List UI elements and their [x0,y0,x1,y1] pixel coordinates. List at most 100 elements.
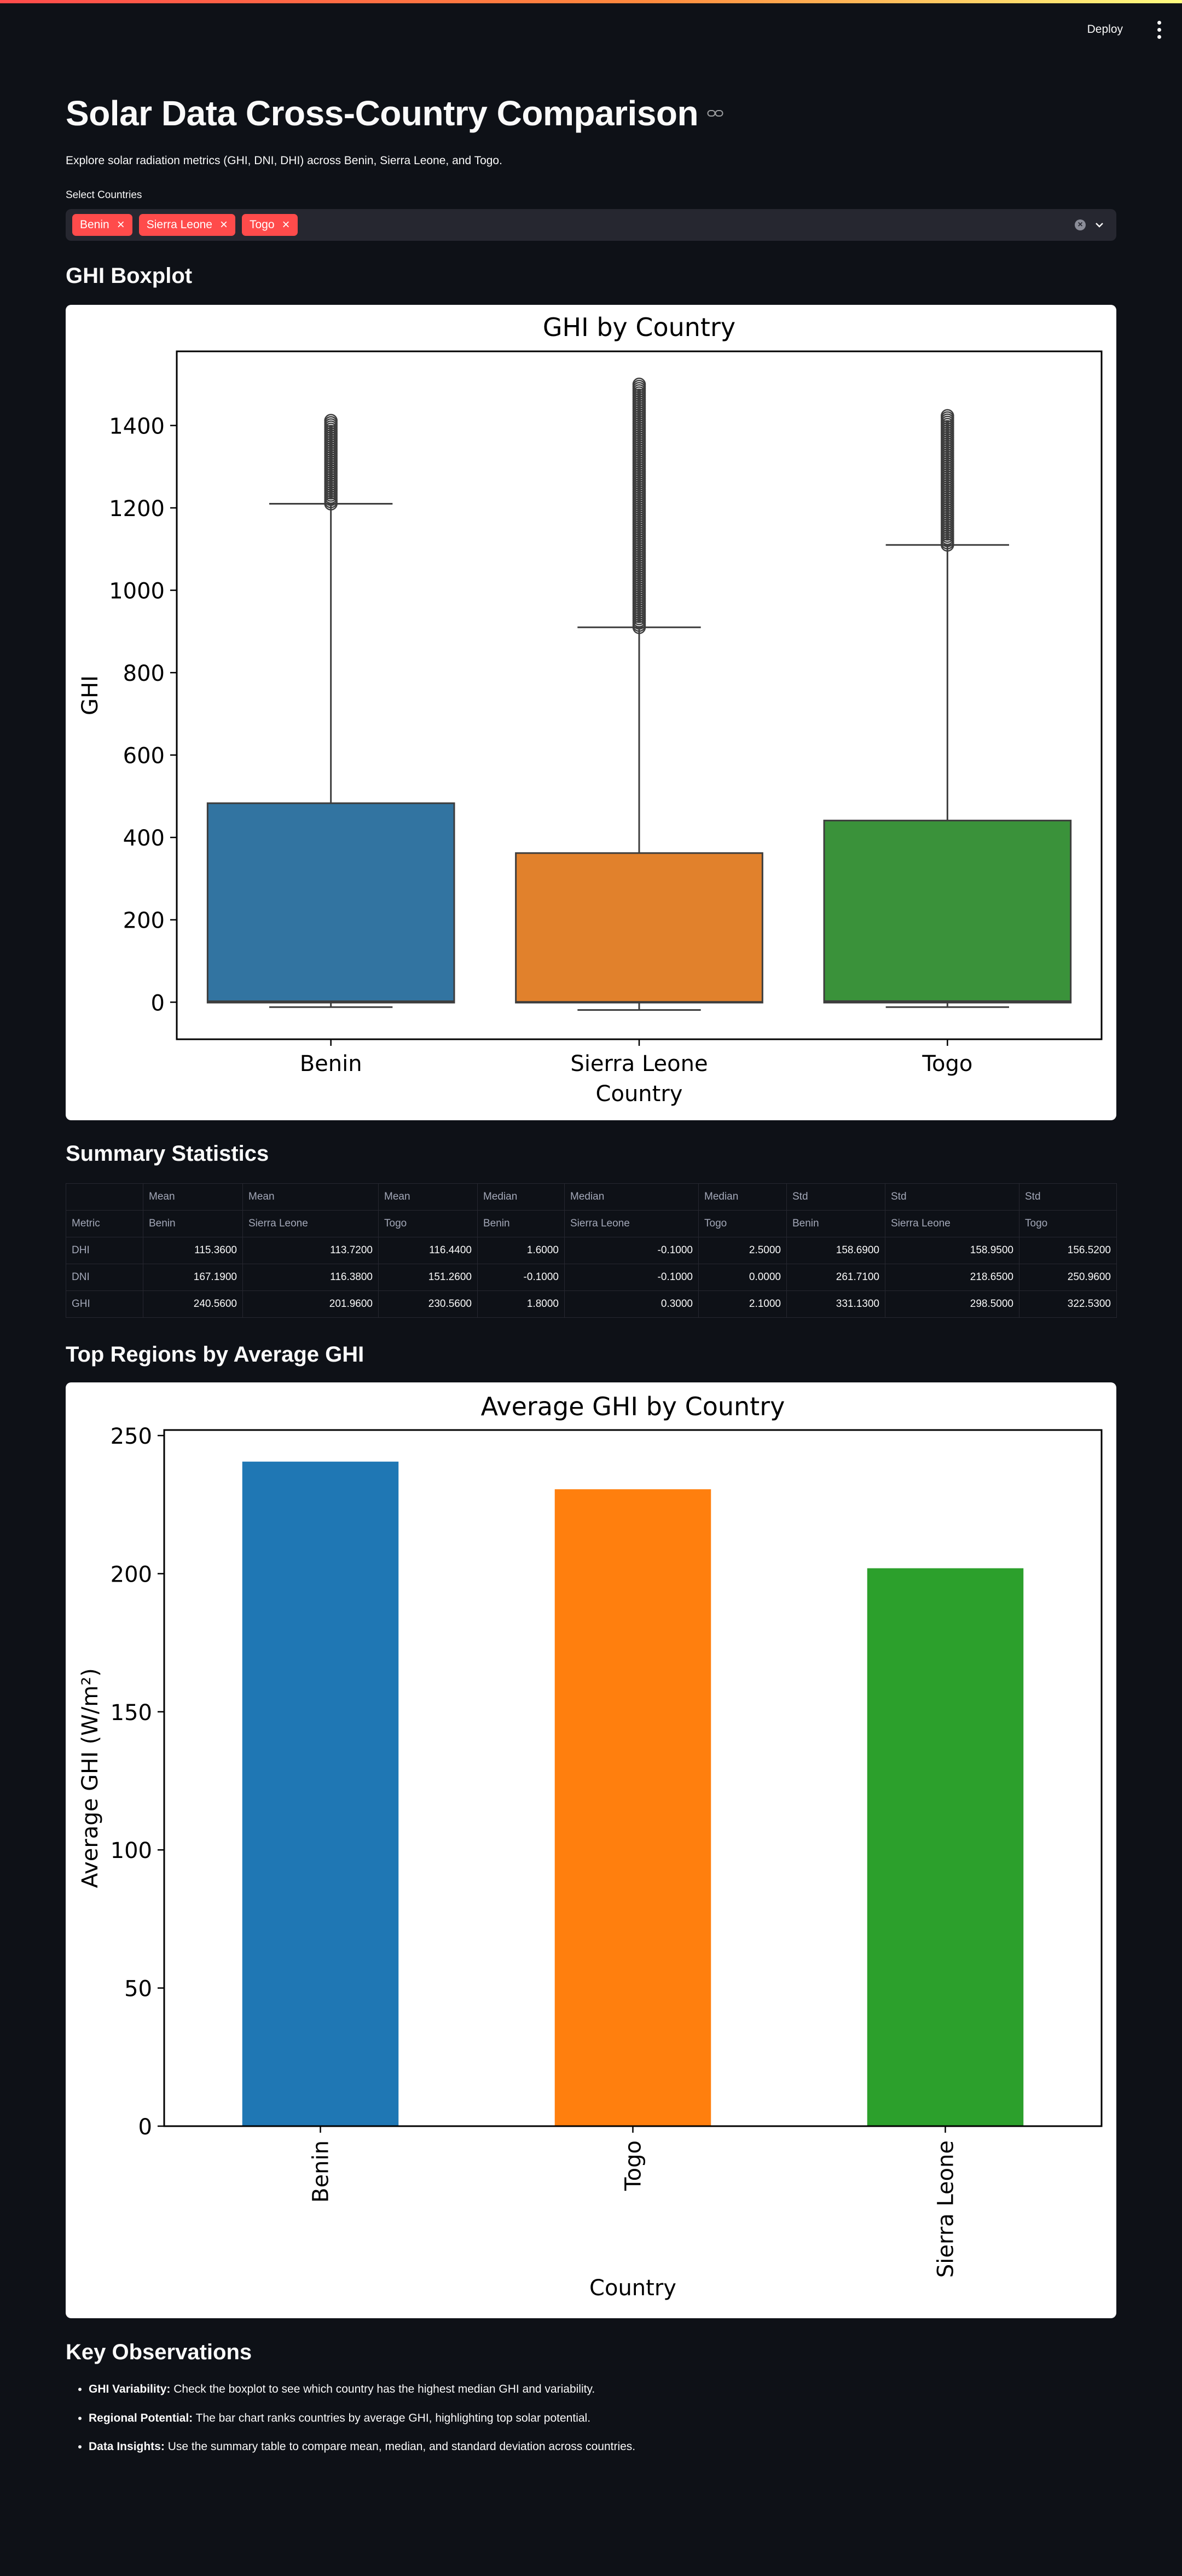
table-header-cell: Mean [242,1183,379,1211]
table-header-cell: Std [885,1183,1019,1211]
table-cell: 201.9600 [242,1290,379,1318]
table-cell: -0.1000 [477,1264,565,1291]
observation-text: Check the boxplot to see which country h… [170,2383,595,2395]
bar [554,1489,711,2126]
app-toolbar: Deploy [1077,16,1166,43]
table-cell: 116.3800 [242,1264,379,1291]
ghi-boxplot-chart: GHI by Country 0 200 400 600 800 1000 1200 1400 G… [78,312,1103,1107]
table-cell: 1.8000 [477,1290,565,1318]
y-tick-label: 1000 [109,579,165,604]
table-header-cell: Median [698,1183,787,1211]
table-header-cell: Sierra Leone [885,1210,1019,1237]
selected-countries: Benin × Sierra Leone × Togo × [72,214,298,236]
y-axis-label: Average GHI (W/m²) [78,1668,103,1888]
x-tick-label: Togo [621,2140,646,2191]
metric-cell: DHI [66,1237,143,1264]
table-header-cell: Togo [378,1210,478,1237]
table-cell: 322.5300 [1019,1290,1117,1318]
table-cell: 151.2600 [378,1264,478,1291]
boxplot-section-title: GHI Boxplot [66,264,193,288]
table-cell: 230.5600 [378,1290,478,1318]
y-tick-label: 200 [123,908,165,934]
chevron-down-icon[interactable] [1094,220,1104,230]
top-regions-section-title: Top Regions by Average GHI [66,1342,364,1367]
anchor-link-icon[interactable] [707,108,723,118]
y-tick-label: 0 [151,991,165,1016]
table-header-cell: Mean [378,1183,478,1211]
table-header-cell: Metric [66,1210,143,1237]
outlier-group [941,409,954,552]
country-chip[interactable]: Sierra Leone × [138,214,235,236]
table-cell: -0.1000 [564,1264,699,1291]
table-cell: 2.1000 [698,1290,787,1318]
table-header-row: Mean Mean Mean Median Median Median Std Std Std [66,1183,1117,1211]
table-header-cell: Median [564,1183,699,1211]
remove-chip-icon[interactable]: × [117,217,125,232]
average-ghi-bar-card: Average GHI by Country Benin Togo Sierra Le… [66,1382,1116,2318]
y-tick-label: 0 [138,2115,152,2140]
country-chip[interactable]: Benin × [72,214,132,236]
y-tick-label: 800 [123,661,165,686]
table-header-cell [66,1183,143,1211]
table-cell: 298.5000 [885,1290,1019,1318]
box-body [206,802,455,1004]
observation-label: Regional Potential: [89,2411,193,2424]
table-row: DHI 115.3600 113.7200 116.4400 1.6000 -0.1000… [66,1237,1117,1264]
page-title-text: Solar Data Cross-Country Comparison [66,94,699,133]
y-tick-label: 600 [123,744,165,769]
metric-cell: DNI [66,1264,143,1291]
country-select-label: Select Countries [66,189,142,201]
table-header-cell: Togo [698,1210,787,1237]
table-header-cell: Benin [786,1210,885,1237]
country-multiselect[interactable]: Benin × Sierra Leone × Togo × × [66,209,1116,241]
table-cell: -0.1000 [564,1237,699,1264]
table-header-cell: Median [477,1183,565,1211]
table-header-cell: Mean [143,1183,243,1211]
table-cell: 218.6500 [885,1264,1019,1291]
table-cell: 113.7200 [242,1237,379,1264]
table-cell: 0.3000 [564,1290,699,1318]
summary-statistics-table: Mean Mean Mean Median Median Median Std Std Std M… [66,1183,1117,1318]
remove-chip-icon[interactable]: × [219,217,228,232]
chart-title: GHI by Country [543,312,735,342]
table-cell: 116.4400 [378,1237,478,1264]
table-cell: 2.5000 [698,1237,787,1264]
table-header-row: Metric Benin Sierra Leone Togo Benin Sierra L… [66,1210,1117,1237]
country-chip[interactable]: Togo × [242,214,298,236]
more-options-icon[interactable] [1152,19,1166,40]
table-row: DNI 167.1900 116.3800 151.2600 -0.1000 -0.100… [66,1264,1117,1291]
table-cell: 158.6900 [786,1237,885,1264]
country-chip-label: Benin [80,218,109,231]
country-chip-label: Togo [250,218,275,231]
observation-label: GHI Variability: [89,2383,171,2395]
y-axis-label: GHI [78,675,103,715]
clear-selection-icon[interactable]: × [1075,219,1086,230]
y-tick-label: 150 [111,1700,152,1726]
table-cell: 0.0000 [698,1264,787,1291]
x-tick-label: Benin [309,2140,334,2203]
table-cell: 167.1900 [143,1264,243,1291]
x-tick-label: Sierra Leone [934,2140,959,2278]
table-row: GHI 240.5600 201.9600 230.5600 1.8000 0.3000 2… [66,1290,1117,1318]
box-body [515,852,763,1004]
observations-list: GHI Variability: Check the boxplot to se… [66,2381,635,2467]
y-tick-label: 50 [124,1977,152,2002]
observation-text: The bar chart ranks countries by average… [193,2411,591,2424]
table-header-cell: Std [1019,1183,1117,1211]
observation-item: Data Insights: Use the summary table to … [89,2438,635,2456]
plot-frame [163,1429,1103,2127]
y-tick-label: 400 [123,826,165,851]
top-decoration-bar [0,0,1182,3]
table-header-cell: Togo [1019,1210,1117,1237]
deploy-button[interactable]: Deploy [1077,16,1133,43]
table-cell: 1.6000 [477,1237,565,1264]
outlier-point [324,414,338,427]
observation-item: GHI Variability: Check the boxplot to se… [89,2381,635,2398]
observation-item: Regional Potential: The bar chart ranks … [89,2410,635,2427]
chart-title: Average GHI by Country [481,1392,785,1421]
x-tick-label: Sierra Leone [570,1051,708,1076]
remove-chip-icon[interactable]: × [282,217,290,232]
y-tick-label: 1200 [109,496,165,522]
outlier-point [941,409,954,423]
metric-cell: GHI [66,1290,143,1318]
